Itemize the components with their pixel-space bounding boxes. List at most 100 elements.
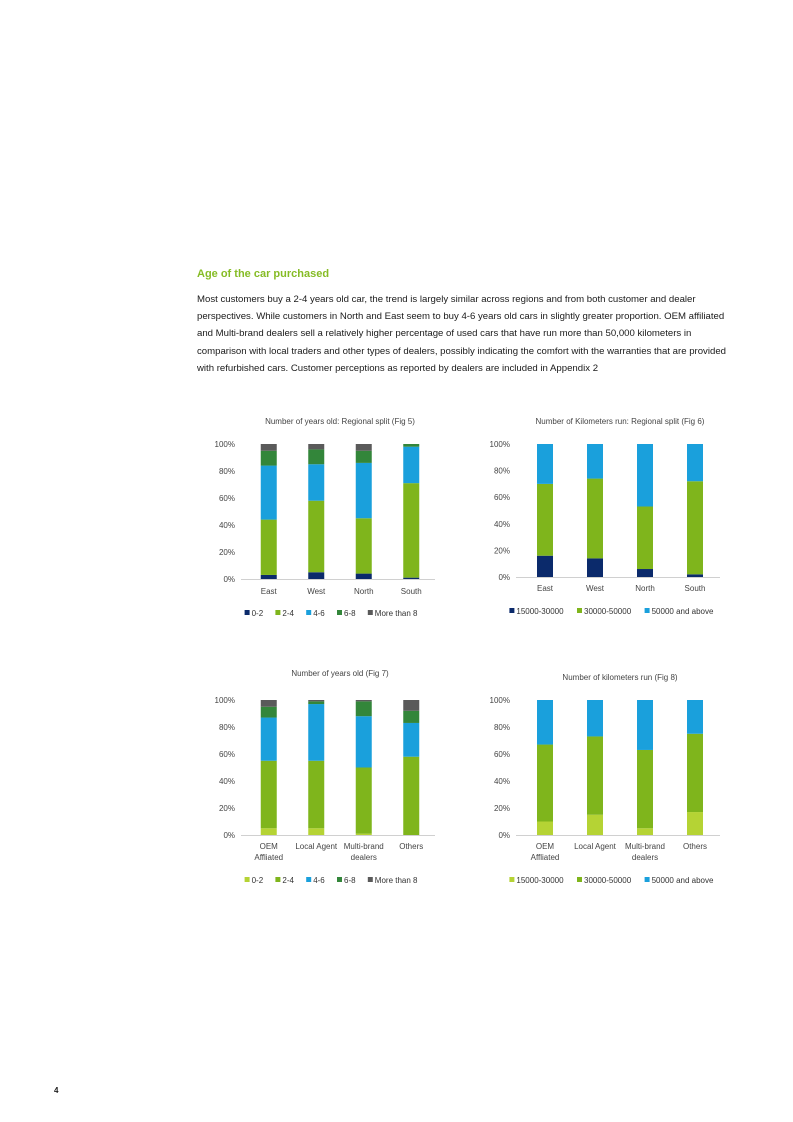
bar-segment [587,444,603,479]
bar-segment [355,573,372,579]
legend-swatch [244,877,250,882]
legend-label: 6-8 [344,609,356,618]
bar-segment [587,814,603,835]
bar-segment [260,465,277,520]
legend-label: More than 8 [375,609,418,618]
legend-label: 2-4 [282,876,294,885]
bar-segment [260,519,277,575]
bar-segment [355,450,372,463]
legend-swatch [337,610,342,615]
y-tick-label: 80% [219,723,235,732]
bar-segment [587,478,603,559]
bar-segment [308,701,325,705]
y-tick-label: 80% [219,467,235,476]
y-tick-label: 100% [215,440,235,449]
legend-label: 30000-50000 [584,876,632,885]
bar-segment [403,756,420,835]
legend-swatch [367,610,373,615]
bar-segment [355,701,372,717]
legend-swatch [244,610,250,615]
bar-segment [637,506,653,570]
bar-segment [637,569,653,577]
legend-swatch [337,877,342,882]
category-label: West [307,587,326,596]
legend-label: 6-8 [344,876,356,885]
legend-label: 4-6 [313,876,325,885]
category-label: West [586,584,605,593]
legend-swatch [306,877,312,882]
bar-segment [260,700,277,707]
y-tick-label: 20% [219,804,235,813]
bar-segment [537,700,553,745]
bar-segment [687,481,703,575]
legend-swatch [275,877,281,882]
y-tick-label: 20% [494,546,510,555]
legend-swatch [577,608,582,613]
bar-segment [308,464,325,501]
bar-segment [355,700,372,702]
legend-label: 4-6 [313,609,325,618]
bar-segment [537,744,553,822]
bar-segment [403,577,420,579]
category-label: OEM [260,842,279,851]
bar-segment [637,749,653,829]
bar-segment [260,828,277,835]
section-title: Age of the car purchased [197,268,330,280]
legend-swatch [367,877,373,882]
legend-swatch [644,608,650,613]
legend-swatch [509,877,515,882]
bar-segment [308,828,325,835]
category-label: Affliated [531,853,560,862]
chart-fig5: Number of years old: Regional split (Fig… [195,410,445,630]
legend-swatch [275,610,281,615]
bar-segment [308,500,325,573]
bar-segment [355,462,372,519]
y-tick-label: 60% [219,494,235,503]
bar-segment [403,710,420,723]
bar-segment [355,716,372,768]
legend-label: 15000-30000 [516,876,564,885]
chart-title: Number of years old: Regional split (Fig… [265,417,415,426]
bar-segment [260,574,277,579]
y-tick-label: 60% [494,493,510,502]
y-tick-label: 40% [494,520,510,529]
category-label: Multi-brand [625,842,665,851]
bar-segment [355,833,372,835]
y-tick-label: 100% [215,696,235,705]
y-tick-label: 0% [223,575,235,584]
legend-label: 15000-30000 [516,607,564,616]
chart-fig8-svg: Number of kilometers run (Fig 8) 0% 20% 40%… [490,673,720,885]
bar-segment [587,700,603,737]
bar-segment [308,572,325,579]
category-label: Local Agent [295,842,338,851]
page-number: 4 [54,1086,59,1095]
y-tick-label: 40% [494,777,510,786]
bar-segment [260,706,277,718]
category-label: dealers [351,853,377,862]
bar-segment [687,700,703,734]
category-label: Multi-brand [344,842,384,851]
bar-segment [260,717,277,761]
bar-segment [403,483,420,578]
bar-segment [308,704,325,761]
bar-segment [637,700,653,750]
legend-label: 30000-50000 [584,607,632,616]
category-label: Others [399,842,423,851]
y-tick-label: 40% [219,521,235,530]
bar-segment [308,700,325,702]
legend-swatch [509,608,515,613]
category-label: OEM [536,842,555,851]
y-tick-label: 20% [219,548,235,557]
bar-segment [403,446,420,484]
bar-segment [355,444,372,451]
bar-segment [260,444,277,451]
bar-segment [355,767,372,834]
y-tick-label: 40% [219,777,235,786]
y-tick-label: 100% [490,440,510,449]
legend-swatch [306,610,312,615]
bar-segment [403,444,420,447]
category-label: dealers [632,853,658,862]
bar-segment [687,574,703,577]
bar-segment [537,821,553,835]
bar-segment [637,444,653,507]
